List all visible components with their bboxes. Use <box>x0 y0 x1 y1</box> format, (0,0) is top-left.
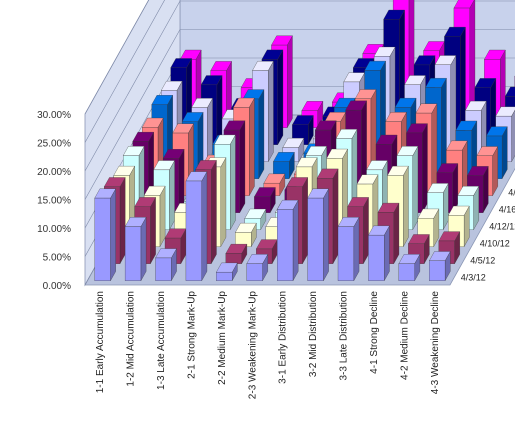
bar-side <box>292 199 299 282</box>
gridline <box>84 0 150 115</box>
bar <box>225 243 248 265</box>
category-label: 3-3 Late Distribution <box>339 291 350 381</box>
bar <box>185 171 208 282</box>
y-tick-label: 25.00% <box>37 139 71 150</box>
bar <box>124 216 147 282</box>
bar-side <box>277 49 284 146</box>
y-tick-label: 10.00% <box>37 224 71 235</box>
bar <box>398 253 421 282</box>
bar-side <box>110 188 116 282</box>
depth-label: 4/10/12 <box>480 239 510 249</box>
bar-side <box>249 97 255 197</box>
bar <box>368 225 390 282</box>
bar-side <box>201 171 208 282</box>
bar-side <box>403 165 409 248</box>
bar-side <box>207 97 213 163</box>
bar-side <box>287 35 293 129</box>
depth-label: 4/18/12 <box>508 188 515 198</box>
bar-side <box>211 159 217 265</box>
bar <box>429 250 451 282</box>
bar-top <box>505 86 515 97</box>
bar-front <box>277 209 294 281</box>
category-label: 3-1 Early Distribution <box>278 291 289 384</box>
category-label: 4-3 Weakening Decline <box>430 291 441 395</box>
bar-side <box>302 176 308 265</box>
category-label: 1-1 Early Accumulation <box>95 291 106 393</box>
category-label: 4-1 Strong Decline <box>369 291 380 374</box>
bar-side <box>159 185 166 248</box>
bar <box>337 216 360 282</box>
bar-side <box>393 202 400 265</box>
bar-front <box>225 253 242 264</box>
depth-label: 4/12/12 <box>489 222 515 232</box>
category-label: 1-2 Mid Accumulation <box>126 291 137 387</box>
bar-front <box>337 226 354 281</box>
bar-side <box>119 176 126 265</box>
bar <box>276 199 299 282</box>
depth-label: 4/16/12 <box>499 205 515 215</box>
bar-front <box>94 197 111 281</box>
bar-side <box>230 134 236 231</box>
bar-side <box>412 145 419 231</box>
bar-front <box>246 263 263 281</box>
category-label: 2-1 Strong Mark-Up <box>186 291 197 379</box>
bar-front <box>398 263 415 281</box>
gridline <box>84 0 515 172</box>
bar-side <box>216 74 223 146</box>
bar <box>307 188 329 282</box>
y-tick-label: 0.00% <box>43 281 71 292</box>
bar-side <box>422 123 428 214</box>
category-label: 2-3 Weakening Mark-Up <box>247 291 258 400</box>
bar-front <box>185 180 202 281</box>
gridline <box>84 29 515 200</box>
bar <box>246 253 269 282</box>
depth-label: 4/3/12 <box>461 273 486 283</box>
y-tick-label: 30.00% <box>37 110 71 121</box>
bar-side <box>323 188 329 282</box>
bar-side <box>268 60 274 163</box>
category-label: 1-3 Late Accumulation <box>156 291 167 390</box>
bar <box>235 222 257 248</box>
bar-side <box>140 216 147 282</box>
gridline <box>84 0 165 143</box>
bar-side <box>239 120 246 214</box>
category-label: 4-2 Medium Decline <box>399 291 410 380</box>
bar-side <box>363 196 369 265</box>
bar <box>216 262 238 282</box>
bar-front <box>216 272 233 281</box>
bar-front <box>155 257 172 281</box>
depth-label: 4/5/12 <box>470 256 495 266</box>
bar-side <box>220 157 227 248</box>
bar-front <box>307 197 324 281</box>
bar-side <box>150 196 156 265</box>
bar-side <box>353 216 360 282</box>
y-tick-label: 15.00% <box>37 196 71 207</box>
bar-side <box>431 103 438 197</box>
bar-front <box>124 226 142 281</box>
bar <box>254 186 276 214</box>
bar <box>155 248 177 282</box>
bar <box>94 188 116 282</box>
bar-side <box>332 168 339 265</box>
bar-side <box>258 89 265 180</box>
y-tick-label: 20.00% <box>37 167 71 178</box>
bar-side <box>169 159 175 231</box>
category-label: 2-2 Medium Mark-Up <box>217 291 228 385</box>
bar-front <box>368 234 385 281</box>
bar-front <box>429 260 446 281</box>
category-label: 3-2 Mid Distribution <box>308 291 319 377</box>
y-tick-label: 5.00% <box>43 253 71 264</box>
